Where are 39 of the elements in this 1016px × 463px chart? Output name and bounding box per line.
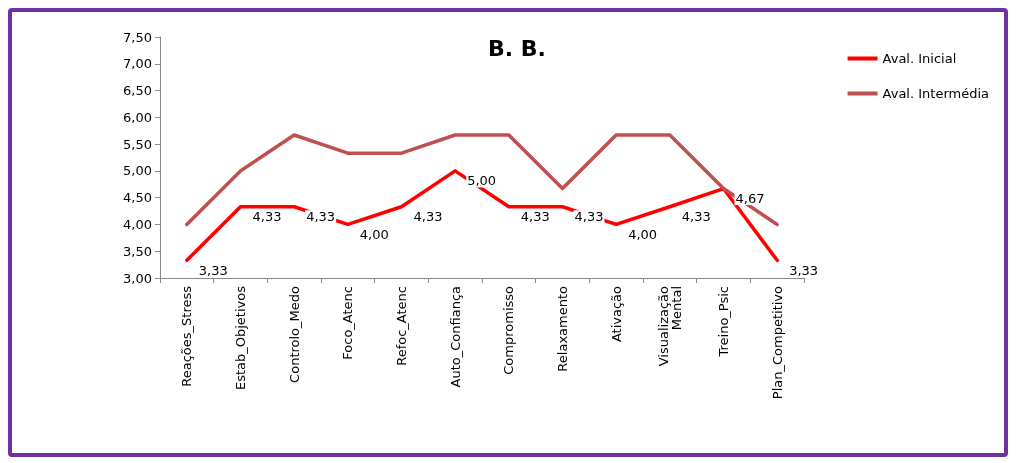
- data-label: 4,00: [359, 226, 389, 242]
- data-label: 4,00: [628, 226, 658, 242]
- data-label: 3,33: [198, 262, 228, 278]
- x-tick-label: Compromisso: [501, 285, 517, 375]
- y-tick-label: 5,00: [123, 163, 152, 179]
- x-tick-label: Treino_Psic: [716, 286, 731, 358]
- x-tick-label: Plan_Competitivo: [769, 285, 785, 400]
- y-tick-label: 4,00: [123, 216, 152, 232]
- data-label: 4,33: [306, 209, 336, 225]
- y-tick-label: 3,50: [123, 243, 152, 259]
- legend-label: Aval. Intermédia: [882, 86, 990, 101]
- data-label: 4,33: [574, 209, 604, 225]
- y-tick-label: 4,50: [123, 190, 152, 206]
- y-tick-label: 3,00: [123, 270, 152, 286]
- y-tick-label: 7,00: [123, 56, 152, 72]
- data-label: 4,33: [520, 209, 550, 225]
- data-label: 4,67: [735, 191, 765, 207]
- x-tick-label: Reações_Stress: [179, 285, 195, 387]
- x-tick-label: Visualização Mental: [655, 285, 684, 367]
- data-label: 4,33: [413, 209, 443, 225]
- x-tick-label: Refoc_Atenc: [394, 286, 409, 366]
- x-tick-label: Auto_Confiança: [447, 286, 463, 388]
- x-tick-label: Controlo_Medo: [286, 285, 302, 383]
- y-tick-label: 6,00: [123, 109, 152, 125]
- data-label: 5,00: [467, 173, 497, 189]
- x-tick-label: Relaxamento: [555, 285, 570, 372]
- data-label: 4,33: [252, 209, 282, 225]
- y-tick-label: 6,50: [123, 83, 152, 99]
- chart-title: B. B.: [488, 35, 546, 61]
- x-tick-label: Ativação: [608, 285, 624, 343]
- line-series: [185, 169, 779, 263]
- x-tick-label: Estab_Objetivos: [233, 285, 248, 391]
- line-series: [185, 133, 779, 227]
- data-label: 3,33: [789, 262, 819, 278]
- legend-label: Aval. Inicial: [882, 51, 957, 66]
- data-label: 4,33: [681, 209, 711, 225]
- y-tick-label: 5,50: [123, 136, 152, 152]
- y-tick-label: 7,50: [123, 29, 152, 45]
- x-tick-label: Foco_Atenc: [340, 286, 356, 360]
